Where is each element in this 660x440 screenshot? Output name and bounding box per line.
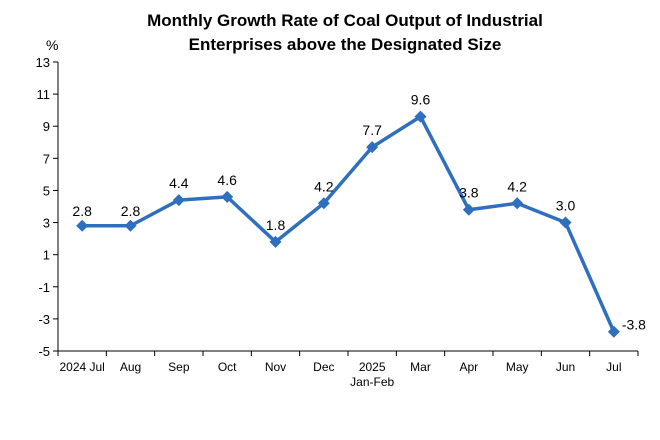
data-label: 4.6 (217, 172, 237, 188)
data-label: 7.7 (362, 122, 382, 138)
y-tick-label: 7 (43, 151, 50, 166)
x-tick-label: Jun (556, 360, 575, 374)
x-tick-label: Jul (606, 360, 621, 374)
x-tick-label: Dec (313, 360, 334, 374)
y-tick-label: 13 (36, 55, 50, 70)
x-tick-label: 2024 Jul (59, 360, 104, 374)
x-tick-label: 2025 (359, 360, 386, 374)
x-tick-label: Apr (459, 360, 478, 374)
data-point-marker (124, 219, 137, 232)
x-tick-sublabel: Jan-Feb (350, 375, 394, 389)
data-label: 9.6 (411, 92, 431, 108)
data-label: 1.8 (266, 217, 286, 233)
y-tick-label: 1 (43, 248, 50, 263)
chart-title-line-2: Enterprises above the Designated Size (189, 35, 502, 54)
data-label: 2.8 (121, 203, 141, 219)
data-point-marker (366, 141, 379, 154)
y-tick-label: -5 (38, 344, 50, 359)
data-point-marker (269, 235, 282, 248)
data-point-marker (559, 216, 572, 229)
data-point-marker (221, 190, 234, 203)
x-tick-label: Nov (265, 360, 286, 374)
x-tick-label: Sep (168, 360, 190, 374)
y-axis-unit: % (46, 37, 58, 53)
data-point-marker (317, 197, 330, 210)
data-point-marker (511, 197, 524, 210)
y-tick-label: 5 (43, 183, 50, 198)
chart-title-line-1: Monthly Growth Rate of Coal Output of In… (147, 11, 543, 30)
data-label: 4.2 (507, 178, 527, 194)
data-point-marker (76, 219, 89, 232)
x-tick-label: Mar (410, 360, 431, 374)
data-point-marker (172, 194, 185, 207)
x-tick-label: Oct (218, 360, 237, 374)
data-label: 3.0 (556, 198, 576, 214)
data-point-marker (414, 110, 427, 123)
data-point-marker (607, 325, 620, 338)
series-line (82, 114, 616, 333)
y-tick-label: -1 (38, 280, 50, 295)
y-tick-label: -3 (38, 312, 50, 327)
data-label: -3.8 (622, 317, 646, 333)
x-tick-label: May (506, 360, 529, 374)
data-label: 2.8 (72, 203, 92, 219)
y-tick-label: 11 (37, 87, 51, 102)
data-label: 4.4 (169, 175, 189, 191)
y-tick-label: 9 (43, 119, 50, 134)
data-point-marker (462, 203, 475, 216)
y-tick-label: 3 (43, 216, 50, 231)
x-tick-label: Aug (120, 360, 141, 374)
data-label: 3.8 (459, 185, 479, 201)
data-label: 4.2 (314, 178, 334, 194)
